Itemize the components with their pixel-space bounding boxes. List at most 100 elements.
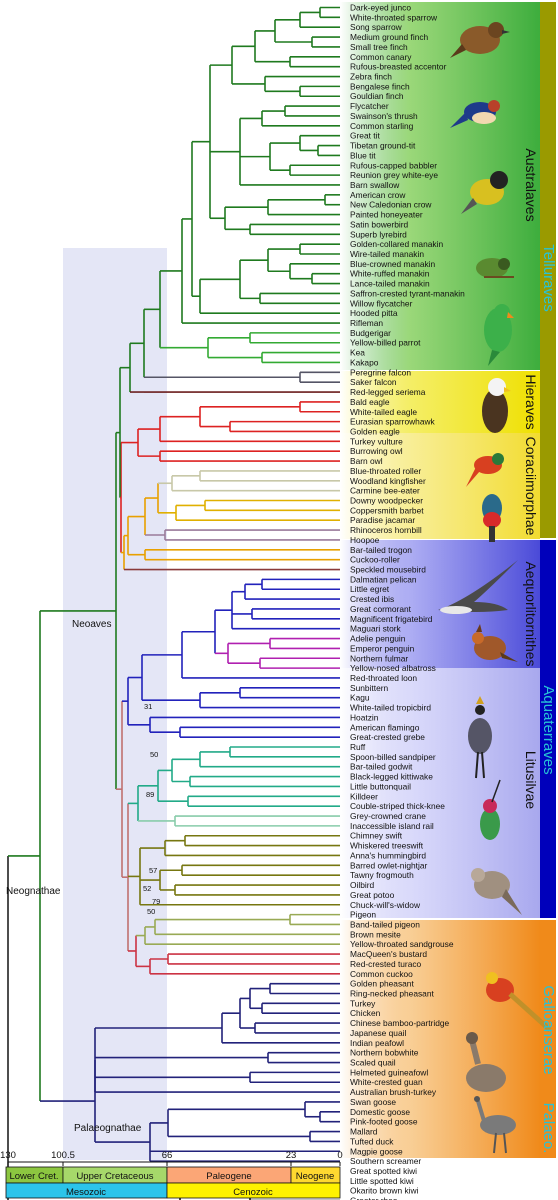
taxon-label: Willow flycatcher — [350, 298, 413, 308]
taxon-label: Peregrine falcon — [350, 367, 411, 377]
era-cenozoic — [166, 1182, 341, 1199]
taxon-label: Indian peafowl — [350, 1038, 404, 1048]
taxon-label: Inaccessible island rail — [350, 821, 434, 831]
taxon-label: Rifleman — [350, 318, 383, 328]
parrot-illustration — [484, 304, 514, 366]
taxon-label: Barn owl — [350, 456, 383, 466]
taxon-label: Okarito brown kiwi — [350, 1186, 419, 1196]
clade-label-litusilvae: Litusilvae — [523, 751, 539, 810]
taxon-label: Painted honeyeater — [350, 210, 423, 220]
taxon-label: Northern fulmar — [350, 653, 408, 663]
taxon-label: Oilbird — [350, 880, 375, 890]
taxon-label: Medium ground finch — [350, 32, 429, 42]
taxon-label: Couble-striped thick-knee — [350, 801, 445, 811]
taxon-label: MacQueen's bustard — [350, 949, 427, 959]
bird-illustrations — [438, 22, 552, 1154]
bar-aquaterraves — [540, 540, 556, 918]
taxon-label: Chuck-will's-widow — [350, 900, 421, 910]
swallow-illustration — [450, 100, 500, 128]
crane-illustration — [468, 696, 492, 779]
taxon-label: Ring-necked pheasant — [350, 989, 434, 999]
era-label: Mesozoic — [66, 1187, 106, 1198]
taxon-label: Hooded pitta — [350, 308, 398, 318]
taxon-label: Pigeon — [350, 910, 376, 920]
taxon-label: Wire-tailed manakin — [350, 249, 424, 259]
taxon-label: Swan goose — [350, 1097, 396, 1107]
taxon-label: Dalmatian pelican — [350, 574, 417, 584]
taxon-label: Swainson's thrush — [350, 111, 418, 121]
taxon-label: Scaled quail — [350, 1058, 396, 1068]
taxon-label: Burrowing owl — [350, 446, 403, 456]
bar-telluraves — [540, 2, 556, 538]
manakin-illustration — [476, 258, 514, 278]
taxon-label: Golden-collared manakin — [350, 239, 443, 249]
support-value: 57 — [149, 866, 157, 875]
pigeon-illustration — [471, 868, 522, 915]
node-label-neoaves: Neoaves — [72, 619, 111, 630]
time-axis: 130 100.5 66 23 0 — [0, 1150, 343, 1166]
taxon-label: Whiskered treeswift — [350, 841, 424, 851]
superclade-label-telluraves: Telluraves — [540, 244, 557, 312]
axis-tick-label: 100.5 — [51, 1150, 75, 1161]
taxon-label: Carmine bee-eater — [350, 486, 420, 496]
taxon-label: Common starling — [350, 121, 414, 131]
taxon-label: Budgerigar — [350, 328, 391, 338]
taxon-label: White-tailed eagle — [350, 407, 417, 417]
taxon-label: Japanese quail — [350, 1028, 406, 1038]
taxon-label: Killdeer — [350, 791, 378, 801]
taxon-label: Great tit — [350, 131, 380, 141]
axis-tick-label: 130 — [0, 1150, 16, 1161]
clade-label-coraciimorphae: Coraciimorphae — [523, 437, 539, 536]
bee-eater-illustration — [466, 453, 504, 487]
taxon-label: Chicken — [350, 1008, 381, 1018]
taxon-label: Bengalese finch — [350, 81, 410, 91]
period-label: Neogene — [296, 1171, 335, 1182]
taxon-label: Turkey vulture — [350, 436, 403, 446]
taxon-label: Great potoo — [350, 890, 395, 900]
taxon-label: White-ruffed manakin — [350, 269, 430, 279]
tree-branches — [7, 6, 340, 1200]
taxon-label: Little buttonquail — [350, 781, 411, 791]
goose-illustration — [466, 1032, 506, 1092]
axis-tick-label: 23 — [286, 1150, 297, 1161]
era-label: Cenozoic — [233, 1187, 273, 1198]
taxon-label: Helmeted guineafowl — [350, 1067, 428, 1077]
hoatzin-illustration — [472, 624, 518, 662]
taxon-label: Barred owlet-nightjar — [350, 860, 427, 870]
taxon-label: Maguari stork — [350, 624, 402, 634]
taxon-label: Bar-tailed trogon — [350, 545, 412, 555]
support-value: 79 — [152, 897, 160, 906]
taxon-label: Southern screamer — [350, 1156, 421, 1166]
pheasant-illustration — [486, 972, 552, 1032]
taxon-label: Speckled mousebird — [350, 565, 426, 575]
taxon-label: Turkey — [350, 998, 376, 1008]
taxon-label: Dark-eyed junco — [350, 3, 411, 13]
clade-label-galloanserae: Galloanserae — [540, 985, 557, 1074]
geologic-timescale: Lower Cret. Upper Cretaceous Paleogene N… — [5, 1166, 341, 1199]
taxon-label: Australian brush-turkey — [350, 1087, 437, 1097]
taxon-label: Bar-tailed godwit — [350, 762, 413, 772]
clade-label-hieraves: Hieraves — [523, 374, 539, 429]
taxon-label: Cuckoo-roller — [350, 555, 400, 565]
period-label: Lower Cret. — [9, 1171, 58, 1182]
rhea-illustration — [474, 1096, 516, 1154]
sparrow-illustration — [450, 22, 510, 58]
taxon-label: Northern bobwhite — [350, 1048, 419, 1058]
taxon-label: American flamingo — [350, 722, 420, 732]
taxon-label: Grey-crowned crane — [350, 811, 426, 821]
taxon-label: Red-legged seriema — [350, 387, 426, 397]
taxon-label: Zebra finch — [350, 72, 392, 82]
taxon-label: White-tailed tropicbird — [350, 703, 431, 713]
taxon-label: New Caledonian crow — [350, 200, 432, 210]
taxon-label: Great spotted kiwi — [350, 1166, 417, 1176]
taxon-label: Yellow-throated sandgrouse — [350, 939, 454, 949]
taxon-label: Tawny frogmouth — [350, 870, 414, 880]
taxon-label: Flycatcher — [350, 101, 389, 111]
eagle-illustration — [482, 378, 511, 433]
taxon-label: Blue-crowned manakin — [350, 259, 436, 269]
taxon-label: Brown mesite — [350, 929, 401, 939]
taxon-label: Domestic goose — [350, 1107, 410, 1117]
taxon-label: Coppersmith barbet — [350, 505, 424, 515]
cretaceous-shading — [63, 248, 167, 1160]
